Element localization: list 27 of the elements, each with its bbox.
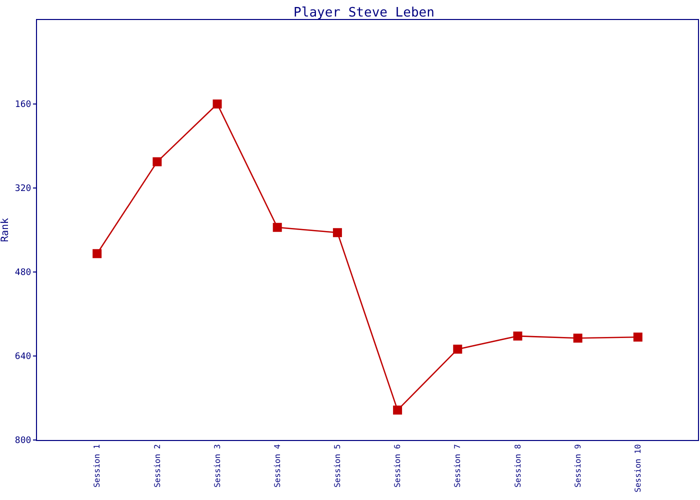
point — [152, 157, 162, 166]
x-tick-label: Session 2 — [152, 444, 162, 488]
x-tick-label: Session 5 — [333, 444, 342, 488]
x-tick-label: Session 3 — [212, 444, 222, 488]
y-tick-label: 640 — [14, 352, 32, 362]
y-tick-label: 320 — [14, 184, 32, 194]
y-tick-label: 480 — [14, 268, 32, 278]
point — [393, 406, 402, 415]
x-tick-label: Session 1 — [92, 444, 102, 488]
point — [332, 228, 342, 238]
y-axis-title: Rank — [0, 218, 11, 242]
point — [573, 334, 582, 343]
point — [272, 222, 282, 232]
point — [212, 100, 222, 108]
chart-title: Player Steve Leben — [294, 6, 434, 21]
x-tick-label: Session 10 — [634, 444, 643, 492]
x-tick-label: Session 9 — [573, 444, 582, 488]
point — [453, 344, 462, 354]
x-tick-label: Session 4 — [272, 444, 282, 488]
x-tick-label: Session 8 — [513, 444, 522, 488]
point — [513, 332, 522, 341]
y-tick-label: 160 — [14, 100, 32, 110]
y-tick-label: 800 — [14, 436, 32, 446]
point — [92, 249, 102, 258]
x-tick-label: Session 7 — [453, 444, 462, 488]
point — [633, 332, 642, 342]
x-tick-label: Session 6 — [393, 444, 402, 488]
